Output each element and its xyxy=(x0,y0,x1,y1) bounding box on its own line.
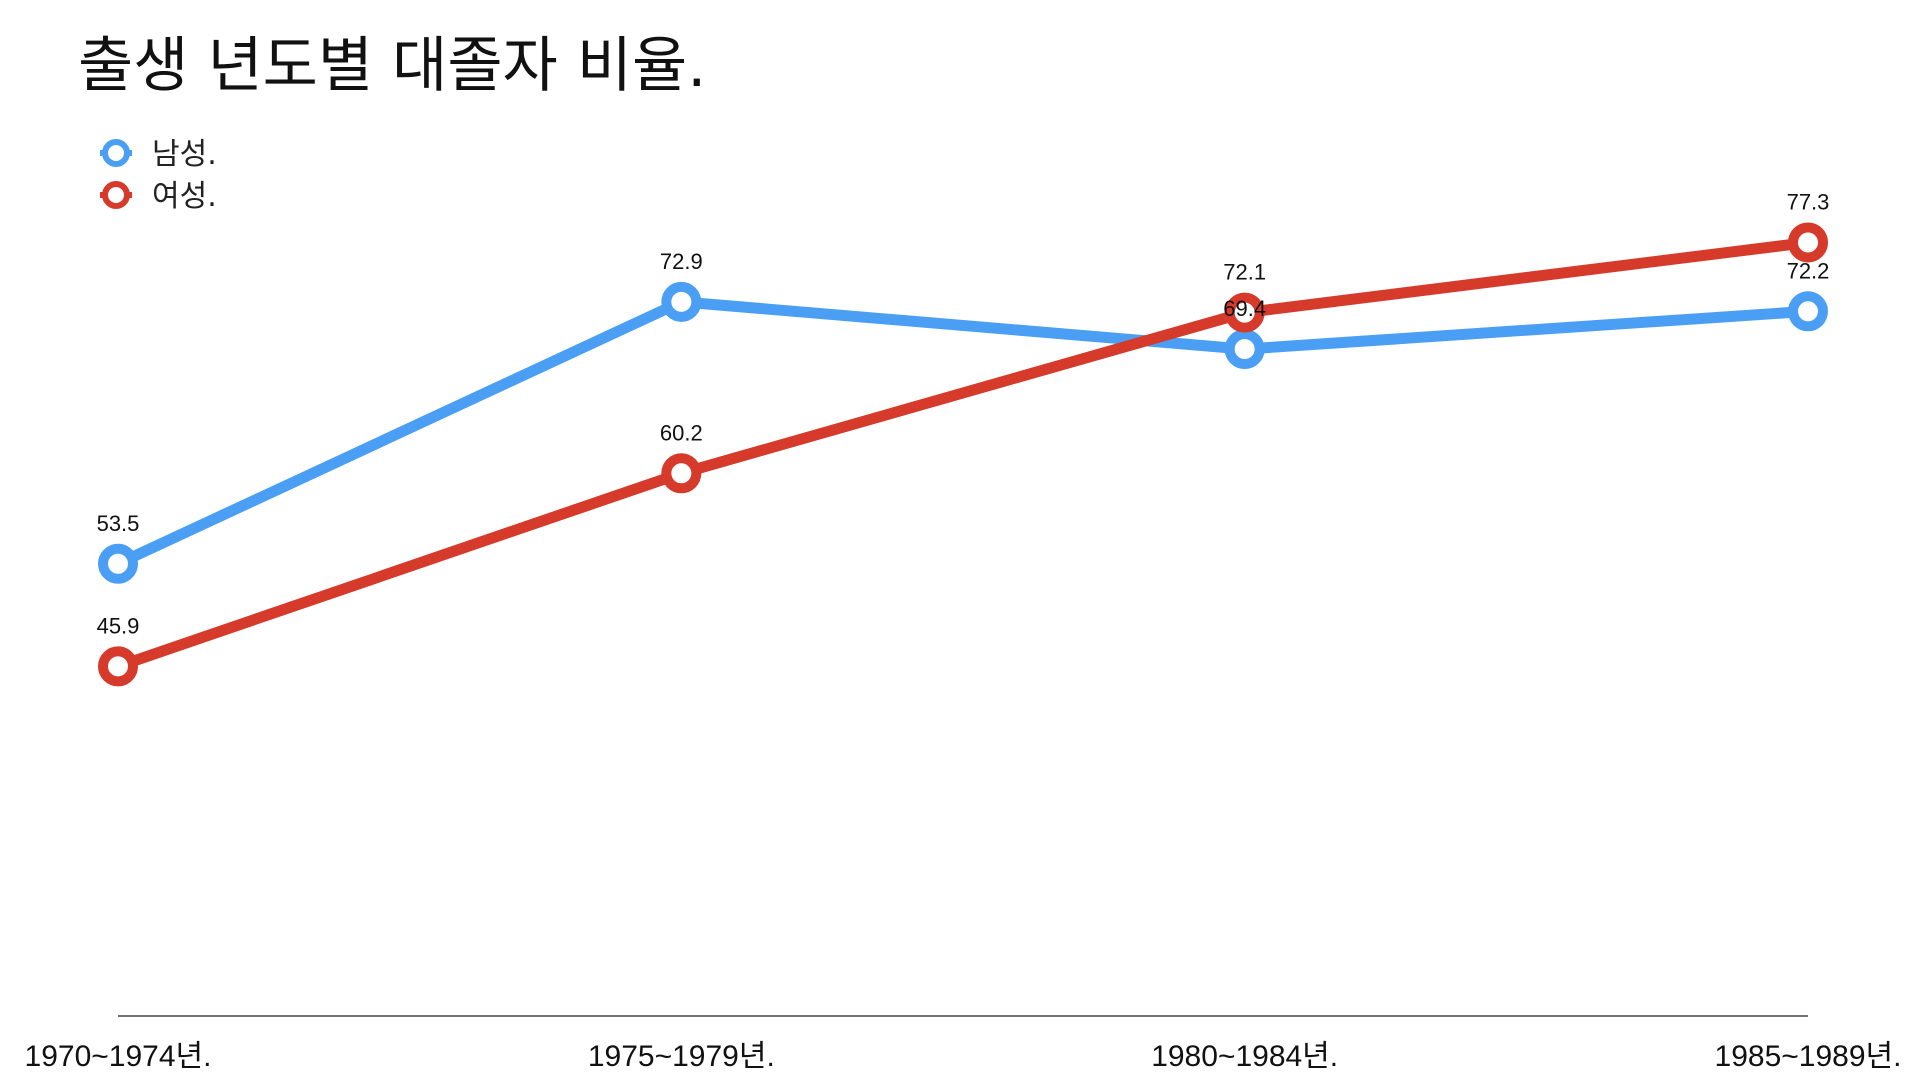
legend-label: 남성. xyxy=(152,137,217,172)
legend-label: 여성. xyxy=(152,179,217,214)
x-tick-label: 1975~1979년. xyxy=(588,1040,775,1073)
data-label: 60.2 xyxy=(660,420,703,445)
data-point xyxy=(1788,222,1828,263)
legend-item: 남성. xyxy=(100,137,217,172)
series-value-labels: 45.9 60.2 72.1 77.3 xyxy=(97,189,1830,638)
series-path xyxy=(112,236,1814,672)
data-point xyxy=(661,453,702,494)
series-path xyxy=(112,296,1814,570)
chart-title: 출생 년도별 대졸자 비율. xyxy=(78,31,706,101)
legend-marker xyxy=(102,139,130,167)
x-tick-label: 1985~1989년. xyxy=(1715,1040,1902,1073)
data-label: 77.3 xyxy=(1787,189,1830,214)
series-layer: 53.5 72.9 69.4 72.2 45.9 60.2 72.1 77.3 xyxy=(97,189,1830,687)
series-markers xyxy=(98,222,1828,687)
legend-item: 여성. xyxy=(100,179,217,214)
data-label: 72.1 xyxy=(1223,260,1266,285)
x-tick-label: 1970~1974년. xyxy=(25,1040,212,1073)
data-point xyxy=(1788,291,1828,332)
series-markers xyxy=(98,281,1828,584)
x-axis-tick-labels: 1970~1974년. 1975~1979년. 1980~1984년. 1985~19… xyxy=(25,1040,1902,1073)
data-label: 72.2 xyxy=(1787,258,1830,283)
data-label: 45.9 xyxy=(97,613,140,638)
data-label: 72.9 xyxy=(660,249,703,274)
data-point xyxy=(98,646,138,687)
series-line xyxy=(112,236,1814,672)
legend-marker xyxy=(102,181,130,209)
data-label: 69.4 xyxy=(1223,296,1266,321)
data-point xyxy=(1224,292,1265,333)
x-tick-label: 1980~1984년. xyxy=(1151,1040,1338,1073)
data-point xyxy=(661,281,702,322)
legend: 남성. 여성. xyxy=(100,137,217,214)
data-label: 53.5 xyxy=(97,511,140,536)
series-value-labels: 53.5 72.9 69.4 72.2 xyxy=(97,249,1830,536)
data-point xyxy=(1224,329,1265,370)
series-line xyxy=(112,296,1814,570)
data-point xyxy=(98,543,138,584)
